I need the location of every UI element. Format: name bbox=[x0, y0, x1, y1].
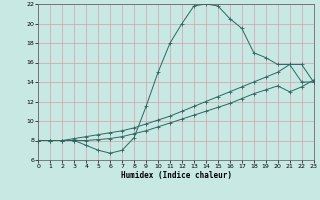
X-axis label: Humidex (Indice chaleur): Humidex (Indice chaleur) bbox=[121, 171, 231, 180]
